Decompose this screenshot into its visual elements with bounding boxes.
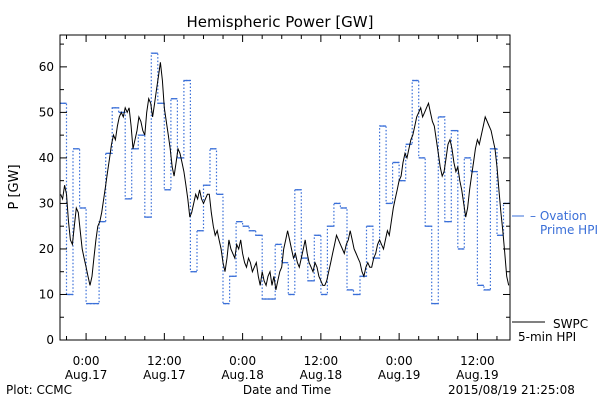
y-tick-label: 30 bbox=[39, 196, 54, 210]
x-tick-label-time: 12:00 bbox=[460, 354, 495, 368]
series-layer bbox=[60, 52, 510, 305]
x-tick-label-time: 12:00 bbox=[304, 354, 339, 368]
ovation-prime-series bbox=[60, 52, 510, 305]
y-tick-label: 60 bbox=[39, 60, 54, 74]
axes: 01020304050600:00Aug.1712:00Aug.170:00Au… bbox=[39, 34, 511, 382]
x-tick-label-date: Aug.17 bbox=[143, 368, 186, 382]
plot-timestamp: 2015/08/19 21:25:08 bbox=[448, 383, 575, 397]
x-tick-label-date: Aug.17 bbox=[65, 368, 108, 382]
y-tick-label: 40 bbox=[39, 151, 54, 165]
plot-credit: Plot: CCMC bbox=[6, 383, 72, 397]
x-tick-label-time: 0:00 bbox=[229, 354, 256, 368]
swpc-legend-label-1: SWPC bbox=[553, 317, 588, 331]
x-tick-label-time: 0:00 bbox=[386, 354, 413, 368]
y-tick-label: 0 bbox=[46, 333, 54, 347]
y-tick-label: 10 bbox=[39, 287, 54, 301]
chart-title: Hemispheric Power [GW] bbox=[187, 13, 374, 31]
y-axis-label: P [GW] bbox=[7, 164, 22, 209]
plot-frame bbox=[59, 34, 511, 341]
x-tick-label-time: 0:00 bbox=[73, 354, 100, 368]
y-tick-label: 20 bbox=[39, 242, 54, 256]
ovation-legend-label-2: Prime HPI bbox=[540, 223, 598, 237]
ovation-legend-label-1: – Ovation bbox=[530, 209, 587, 223]
x-tick-label-date: Aug.19 bbox=[456, 368, 499, 382]
x-tick-label-date: Aug.18 bbox=[221, 368, 264, 382]
x-tick-label-date: Aug.19 bbox=[378, 368, 421, 382]
x-axis-label: Date and Time bbox=[243, 383, 331, 397]
y-tick-label: 50 bbox=[39, 105, 54, 119]
x-tick-label-date: Aug.18 bbox=[300, 368, 343, 382]
swpc-legend-label-2: 5-min HPI bbox=[518, 330, 576, 344]
swpc-hpi-series bbox=[60, 62, 510, 291]
x-tick-label-time: 12:00 bbox=[147, 354, 182, 368]
